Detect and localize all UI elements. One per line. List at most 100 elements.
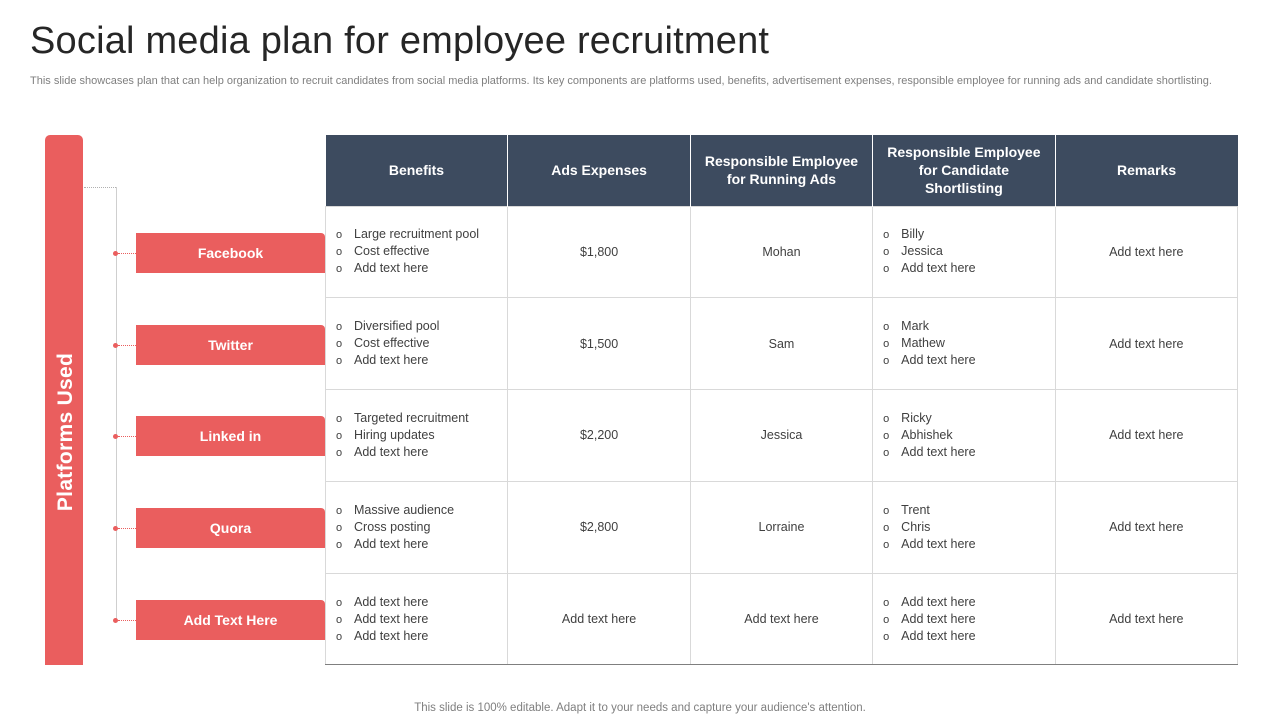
connector-dot-icon: [113, 343, 118, 348]
remarks-cell: Add text here: [1054, 297, 1239, 391]
circle-bullet-icon: o: [336, 613, 343, 626]
circle-bullet-icon: o: [336, 263, 343, 276]
list-item: o Ricky: [883, 410, 1054, 427]
list-item: o Cross posting: [336, 519, 507, 536]
circle-bullet-icon: o: [883, 538, 890, 551]
list-item: o Hiring updates: [336, 427, 507, 444]
list-item: o Billy: [883, 226, 1054, 243]
list-item: o Add text here: [336, 352, 507, 369]
slide-subtitle: This slide showcases plan that can help …: [30, 75, 1212, 87]
list-item-text: Mathew: [901, 336, 945, 351]
remarks-cell: Add text here: [1054, 389, 1239, 482]
list-item-text: Add text here: [354, 536, 429, 551]
circle-bullet-icon: o: [883, 263, 890, 276]
table-row: o Targeted recruitment o Hiring updates o Add…: [324, 389, 1239, 482]
shortlisting-cell: o Billy o Jessica o Add text here: [872, 205, 1056, 299]
list-item: o Add text here: [883, 444, 1054, 461]
circle-bullet-icon: o: [883, 412, 890, 425]
list-item: o Massive audience: [336, 502, 507, 519]
ads-employee-cell: Sam: [689, 297, 874, 391]
shortlisting-cell-list: o Ricky o Abhishek o Add text here: [883, 410, 1054, 461]
header-ads-employee: Responsible Employee for Running Ads: [689, 135, 873, 206]
list-item-text: Add text here: [901, 444, 976, 459]
table-body: o Large recruitment pool o Cost effective o A…: [324, 205, 1239, 666]
list-item: o Add text here: [883, 260, 1054, 277]
list-item-text: Abhishek: [901, 427, 953, 442]
list-item: o Add text here: [336, 611, 507, 628]
circle-bullet-icon: o: [883, 446, 890, 459]
list-item: o Large recruitment pool: [336, 226, 507, 243]
circle-bullet-icon: o: [883, 613, 890, 626]
ads-employee-cell: Lorraine: [689, 480, 874, 574]
list-item-text: Add text here: [354, 628, 429, 643]
list-item: o Jessica: [883, 243, 1054, 260]
benefits-cell: o Massive audience o Cross posting o Add text…: [324, 480, 509, 574]
ads-expenses-cell: Add text here: [507, 572, 691, 666]
remarks-cell: Add text here: [1054, 205, 1239, 299]
circle-bullet-icon: o: [883, 521, 890, 534]
recruitment-plan-table: Benefits Ads Expenses Responsible Employ…: [324, 135, 1239, 666]
list-item: o Add text here: [883, 352, 1054, 369]
ads-expenses-cell: $1,800: [507, 205, 691, 299]
list-item-text: Add text here: [901, 353, 976, 368]
list-item-text: Add text here: [901, 611, 976, 626]
shortlisting-cell: o Mark o Mathew o Add text here: [872, 297, 1056, 391]
connector-vertical-line: [116, 187, 117, 621]
list-item-text: Jessica: [901, 244, 943, 259]
benefits-cell: o Add text here o Add text here o Add text he…: [324, 572, 509, 666]
list-item-text: Chris: [901, 519, 931, 534]
benefits-cell-list: o Add text here o Add text here o Add text he…: [336, 594, 507, 645]
benefits-cell-list: o Targeted recruitment o Hiring updates o Add…: [336, 410, 507, 461]
ads-expenses-cell: $2,200: [507, 389, 691, 482]
list-item: o Add text here: [336, 536, 507, 553]
shortlisting-cell: o Trent o Chris o Add text here: [872, 480, 1056, 574]
circle-bullet-icon: o: [336, 229, 343, 242]
ads-employee-cell: Add text here: [689, 572, 874, 666]
benefits-cell-list: o Massive audience o Cross posting o Add text…: [336, 502, 507, 553]
shortlisting-cell-list: o Add text here o Add text here o Add text he…: [883, 594, 1054, 645]
list-item-text: Trent: [901, 502, 930, 517]
shortlisting-cell-list: o Trent o Chris o Add text here: [883, 502, 1054, 553]
list-item: o Cost effective: [336, 243, 507, 260]
table-row: o Massive audience o Cross posting o Add text…: [324, 480, 1239, 574]
list-item-text: Ricky: [901, 410, 932, 425]
slide-title: Social media plan for employee recruitme…: [30, 20, 770, 62]
circle-bullet-icon: o: [883, 321, 890, 334]
list-item-text: Targeted recruitment: [354, 410, 469, 425]
circle-bullet-icon: o: [883, 429, 890, 442]
list-item-text: Cost effective: [354, 244, 430, 259]
list-item: o Diversified pool: [336, 318, 507, 335]
ads-employee-cell: Mohan: [689, 205, 874, 299]
list-item: o Mark: [883, 318, 1054, 335]
circle-bullet-icon: o: [336, 355, 343, 368]
list-item: o Add text here: [336, 594, 507, 611]
circle-bullet-icon: o: [336, 446, 343, 459]
list-item: o Chris: [883, 519, 1054, 536]
list-item: o Abhishek: [883, 427, 1054, 444]
circle-bullet-icon: o: [883, 229, 890, 242]
header-ads-expenses: Ads Expenses: [507, 135, 691, 206]
list-item-text: Add text here: [354, 594, 429, 609]
list-item: o Targeted recruitment: [336, 410, 507, 427]
circle-bullet-icon: o: [883, 246, 890, 259]
list-item-text: Add text here: [901, 261, 976, 276]
circle-bullet-icon: o: [336, 412, 343, 425]
list-item: o Add text here: [883, 628, 1054, 645]
circle-bullet-icon: o: [336, 246, 343, 259]
platform-label: Linked in: [136, 416, 325, 456]
shortlisting-cell-list: o Mark o Mathew o Add text here: [883, 318, 1054, 369]
header-remarks: Remarks: [1054, 135, 1238, 206]
list-item: o Add text here: [883, 611, 1054, 628]
connector-line: [118, 528, 136, 529]
header-shortlisting-employee: Responsible Employee for Candidate Short…: [872, 135, 1056, 206]
benefits-cell: o Large recruitment pool o Cost effective o A…: [324, 205, 509, 299]
platform-row: Add Text Here: [110, 600, 325, 640]
list-item-text: Billy: [901, 227, 925, 242]
platform-row: Facebook: [110, 233, 325, 273]
circle-bullet-icon: o: [883, 338, 890, 351]
list-item-text: Cost effective: [354, 336, 430, 351]
circle-bullet-icon: o: [883, 504, 890, 517]
list-item-text: Add text here: [901, 536, 976, 551]
list-item-text: Add text here: [901, 628, 976, 643]
list-item-text: Add text here: [354, 353, 429, 368]
